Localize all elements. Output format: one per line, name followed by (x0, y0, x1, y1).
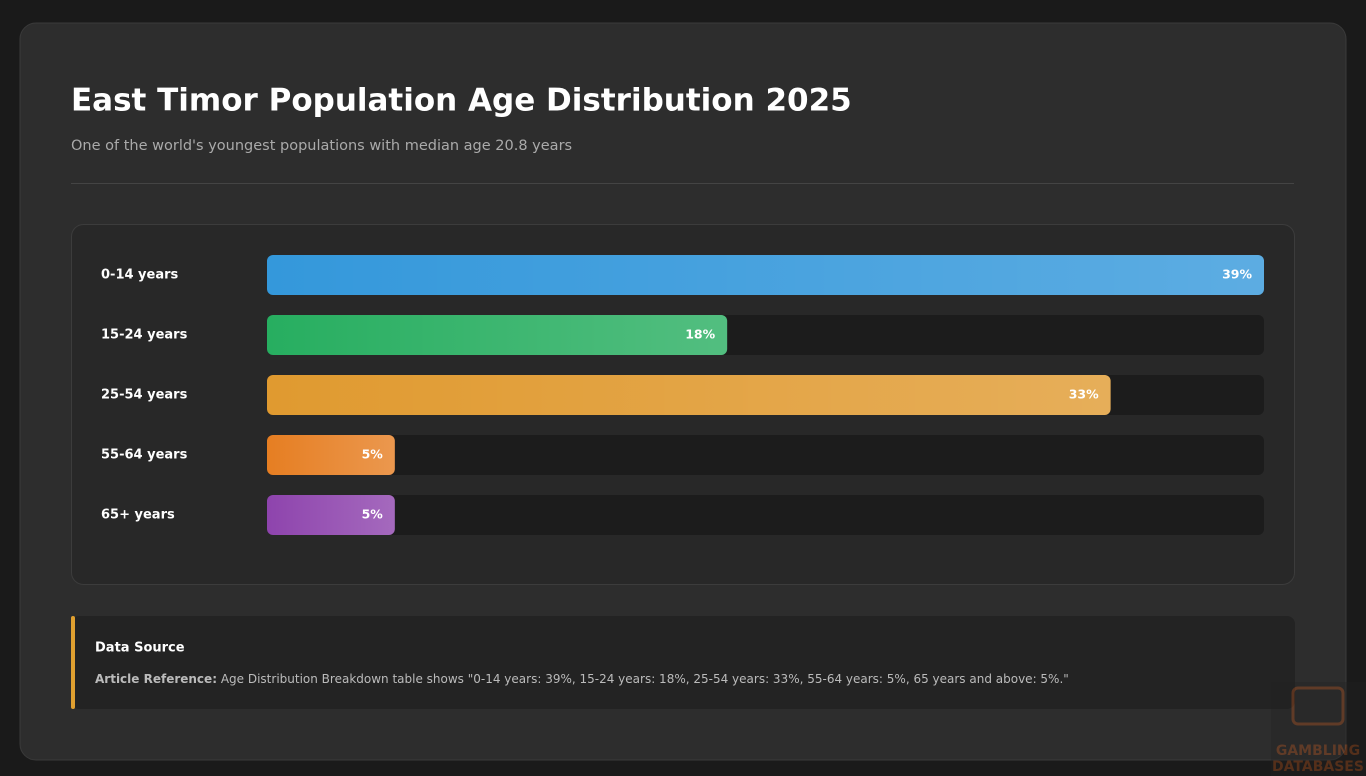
chart-title: East Timor Population Age Distribution 2… (71, 83, 852, 119)
source-label: Article Reference: (95, 672, 217, 686)
value-label: 33% (1069, 387, 1099, 402)
watermark-bg (1271, 682, 1366, 776)
value-label: 39% (1222, 267, 1252, 282)
category-label: 65+ years (101, 508, 175, 523)
bars: 0-14 years 39% 15-24 years 18% 25-54 years 33… (101, 255, 1264, 535)
watermark-icon (1291, 686, 1345, 726)
bar-sheen (267, 435, 395, 475)
bar-track (267, 495, 1264, 535)
source-accent (71, 616, 75, 709)
watermark: GAMBLING DATABASES (1271, 682, 1366, 776)
source-text: Age Distribution Breakdown table shows "… (221, 672, 1069, 686)
category-label: 0-14 years (101, 268, 179, 283)
source-heading: Data Source (95, 641, 185, 656)
category-label: 15-24 years (101, 328, 188, 343)
watermark-text: GAMBLING (1276, 743, 1360, 759)
source-box (71, 616, 1295, 709)
category-label: 55-64 years (101, 448, 188, 463)
bar-sheen (267, 495, 395, 535)
value-label: 5% (362, 507, 384, 522)
bar-sheen (267, 315, 728, 355)
chart-subtitle: One of the world's youngest populations … (71, 138, 572, 154)
bar-track (267, 435, 1264, 475)
value-label: 18% (685, 327, 715, 342)
value-label: 5% (362, 447, 384, 462)
watermark-text: DATABASES (1272, 759, 1364, 775)
bar-sheen (267, 255, 1264, 295)
bar-sheen (267, 375, 1111, 415)
source-line: Article Reference: Age Distribution Brea… (95, 672, 1069, 686)
category-label: 25-54 years (101, 388, 188, 403)
